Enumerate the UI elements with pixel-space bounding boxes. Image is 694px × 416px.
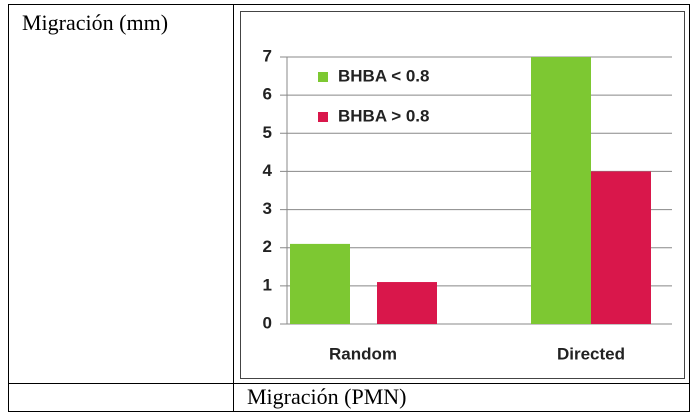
legend-swatch [318, 72, 328, 82]
y-axis-title: Migración (mm) [22, 10, 169, 35]
y-tick-label: 1 [263, 275, 272, 294]
y-tick-label: 6 [263, 85, 272, 104]
x-tick-label: Directed [557, 344, 625, 363]
y-tick-label: 7 [263, 46, 272, 65]
y-tick-label: 0 [263, 313, 272, 332]
legend-swatch [318, 112, 328, 122]
y-tick-label: 4 [263, 161, 273, 180]
bar [290, 243, 350, 324]
bar [531, 57, 591, 324]
legend-label: BHBA > 0.8 [338, 106, 429, 125]
y-tick-label: 5 [263, 123, 272, 142]
x-tick-label: Random [329, 344, 397, 363]
legend-label: BHBA < 0.8 [338, 66, 429, 85]
table-cell [233, 383, 690, 412]
x-axis-title: Migración (PMN) [247, 384, 407, 409]
bar [591, 171, 651, 324]
y-tick-label: 3 [263, 199, 272, 218]
chart-frame [240, 11, 685, 379]
bar [377, 282, 437, 324]
y-tick-label: 2 [263, 237, 272, 256]
